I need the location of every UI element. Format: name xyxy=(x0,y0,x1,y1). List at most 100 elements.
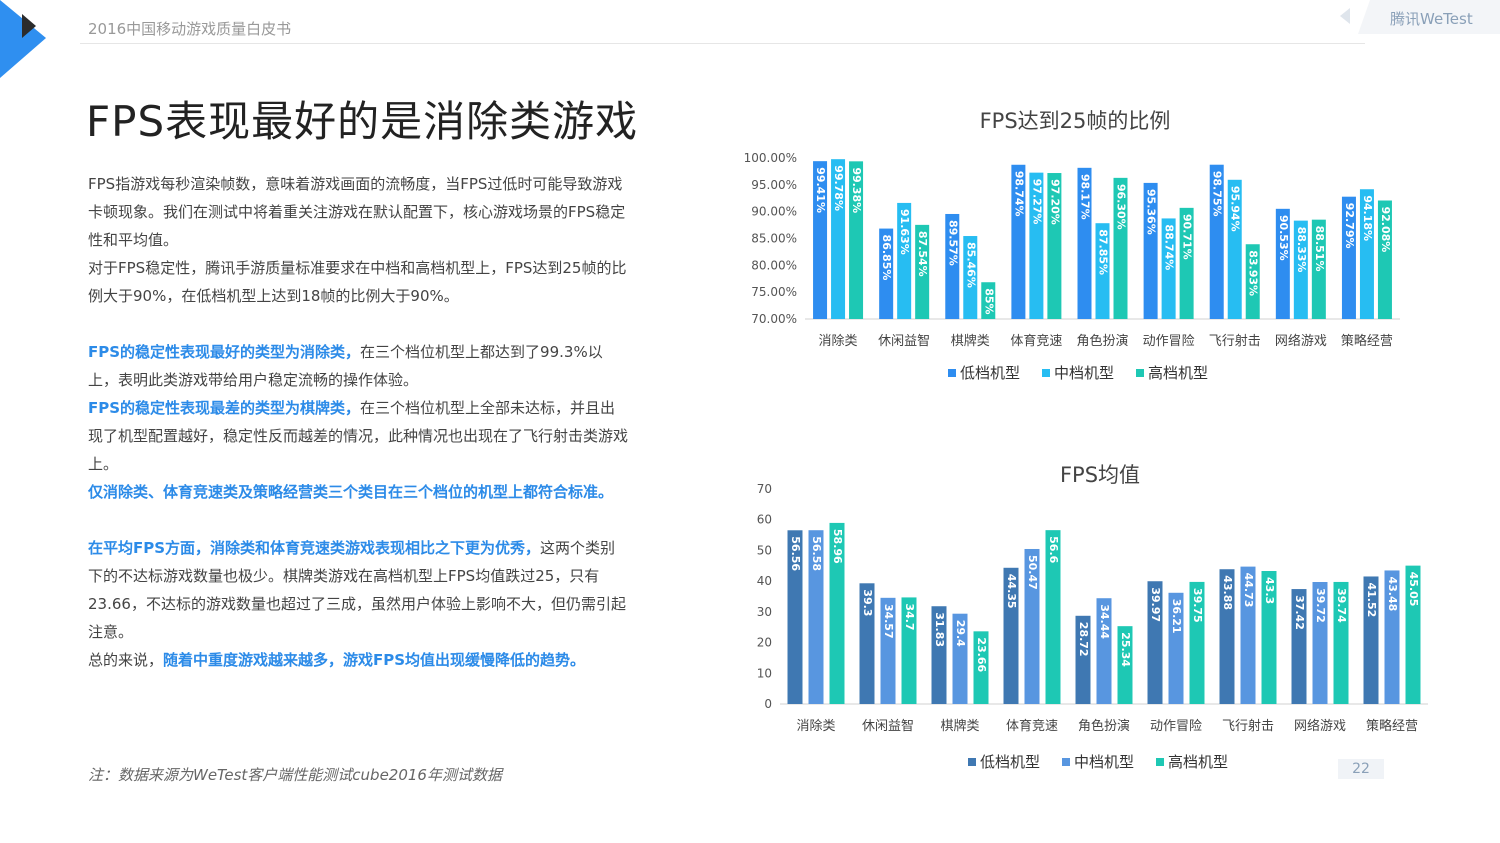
doc-title: 2016中国移动游戏质量白皮书 xyxy=(88,20,292,38)
bar xyxy=(1077,167,1092,319)
bar-data-label: 50.47 xyxy=(1026,555,1039,590)
bar xyxy=(831,159,846,319)
x-tick-label: 角色扮演 xyxy=(1076,333,1128,349)
bar xyxy=(897,202,912,319)
bar xyxy=(1377,200,1392,319)
bar xyxy=(981,282,996,319)
y-tick-label: 40 xyxy=(757,574,772,588)
corner-blue-triangle xyxy=(0,0,46,78)
highlight-best: FPS的稳定性表现最好的类型为消除类， xyxy=(88,343,361,361)
bar-data-label: 25.34 xyxy=(1119,632,1132,667)
bar xyxy=(1113,177,1128,319)
y-tick-label: 100.00% xyxy=(744,151,797,165)
bar xyxy=(931,606,947,704)
x-tick-label: 角色扮演 xyxy=(1078,718,1130,734)
bar-data-label: 88.33% xyxy=(1295,227,1308,273)
bar-data-label: 99.38% xyxy=(850,167,863,213)
bar xyxy=(973,631,989,704)
bar-data-label: 97.27% xyxy=(1030,179,1043,225)
bar-data-label: 39.97 xyxy=(1149,587,1162,622)
legend-swatch xyxy=(1042,369,1050,377)
body-text: FPS指游戏每秒渲染帧数，意味着游戏画面的流畅度，当FPS过低时可能导致游戏卡顿… xyxy=(88,170,628,674)
bar-data-label: 45.05 xyxy=(1407,572,1420,607)
header-divider xyxy=(80,43,1365,44)
bar xyxy=(901,597,917,704)
paragraph-worst-stability: FPS的稳定性表现最差的类型为棋牌类，在三个档位机型上全部未达标，并且出现了机型… xyxy=(88,399,629,473)
brand-tab xyxy=(1340,0,1500,34)
bar-data-label: 85% xyxy=(982,288,995,314)
bar-data-label: 44.73 xyxy=(1242,573,1255,608)
x-tick-label: 棋牌类 xyxy=(940,718,979,734)
x-tick-label: 策略经营 xyxy=(1366,718,1418,734)
bar xyxy=(1147,581,1163,704)
bar xyxy=(1311,219,1326,319)
bar-data-label: 94.18% xyxy=(1361,195,1374,241)
bar xyxy=(1179,207,1194,319)
bar-data-label: 37.42 xyxy=(1293,595,1306,630)
bar xyxy=(1405,565,1421,704)
bar-data-label: 34.57 xyxy=(882,604,895,639)
brand-arrow-icon xyxy=(1340,8,1350,24)
bar xyxy=(963,236,978,319)
x-tick-label: 飞行射击 xyxy=(1222,718,1274,734)
paragraph-best-stability: FPS的稳定性表现最好的类型为消除类，在三个档位机型上都达到了99.3%以上，表… xyxy=(88,343,603,389)
bar xyxy=(1227,179,1242,319)
y-tick-label: 95.00% xyxy=(751,178,797,192)
paragraph-compliant: 仅消除类、体育竞速类及策略经营类三个类目在三个档位的机型上都符合标准。 xyxy=(88,478,628,506)
bar-data-label: 98.74% xyxy=(1012,171,1025,217)
y-tick-label: 20 xyxy=(757,636,772,650)
bar-data-label: 23.66 xyxy=(975,637,988,672)
bar-data-label: 98.17% xyxy=(1079,174,1092,220)
bar-data-label: 36.21 xyxy=(1170,599,1183,634)
x-tick-label: 体育竞速 xyxy=(1010,333,1062,349)
bar-data-label: 43.88 xyxy=(1221,575,1234,610)
page-title: FPS表现最好的是消除类游戏 xyxy=(86,97,639,146)
highlight-average: 在平均FPS方面，消除类和体育竞速类游戏表现相比之下更为优秀， xyxy=(88,539,541,557)
x-tick-label: 动作冒险 xyxy=(1143,334,1195,349)
bar xyxy=(1341,196,1356,319)
x-tick-label: 飞行射击 xyxy=(1209,333,1261,349)
bar xyxy=(1245,244,1260,319)
bar-data-label: 86.85% xyxy=(880,235,893,281)
bar xyxy=(945,213,960,319)
bar xyxy=(915,224,930,319)
legend-label: 低档机型 xyxy=(980,753,1040,771)
x-tick-label: 策略经营 xyxy=(1341,333,1393,349)
bar-data-label: 56.58 xyxy=(810,536,823,571)
y-tick-label: 80.00% xyxy=(751,258,797,272)
y-tick-label: 60 xyxy=(757,513,772,527)
x-tick-label: 网络游戏 xyxy=(1294,718,1346,734)
bar-data-label: 87.85% xyxy=(1097,229,1110,275)
bar-data-label: 83.93% xyxy=(1247,250,1260,296)
bar xyxy=(1219,569,1235,704)
bar xyxy=(1359,189,1374,319)
highlight-compliant: 仅消除类、体育竞速类及策略经营类三个类目在三个档位的机型上都符合标准。 xyxy=(88,483,614,501)
bar xyxy=(952,613,968,704)
bar xyxy=(1143,182,1158,319)
bar-data-label: 39.75 xyxy=(1191,588,1204,623)
y-tick-label: 0 xyxy=(764,697,772,711)
bar xyxy=(1291,589,1307,704)
y-tick-label: 50 xyxy=(757,543,772,557)
x-tick-label: 棋牌类 xyxy=(951,333,990,349)
bar xyxy=(1045,530,1061,704)
highlight-trend: 随着中重度游戏越来越多，游戏FPS均值出现缓慢降低的趋势。 xyxy=(163,651,586,669)
bar xyxy=(1161,218,1176,319)
bar xyxy=(1024,548,1040,704)
legend-swatch xyxy=(1156,758,1164,766)
legend-label: 中档机型 xyxy=(1074,753,1134,771)
legend-label: 中档机型 xyxy=(1054,364,1114,382)
bar xyxy=(1003,567,1019,704)
bar xyxy=(1384,570,1400,704)
legend-swatch xyxy=(1136,369,1144,377)
bar-data-label: 88.51% xyxy=(1313,226,1326,272)
bar xyxy=(1261,571,1277,704)
bar-data-label: 90.53% xyxy=(1277,215,1290,261)
x-tick-label: 体育竞速 xyxy=(1006,718,1058,734)
x-tick-label: 消除类 xyxy=(819,334,858,349)
bar-data-label: 39.3 xyxy=(861,589,874,616)
bar xyxy=(813,161,828,319)
x-tick-label: 动作冒险 xyxy=(1150,719,1202,734)
bar-data-label: 91.63% xyxy=(898,209,911,255)
bar xyxy=(849,161,864,319)
